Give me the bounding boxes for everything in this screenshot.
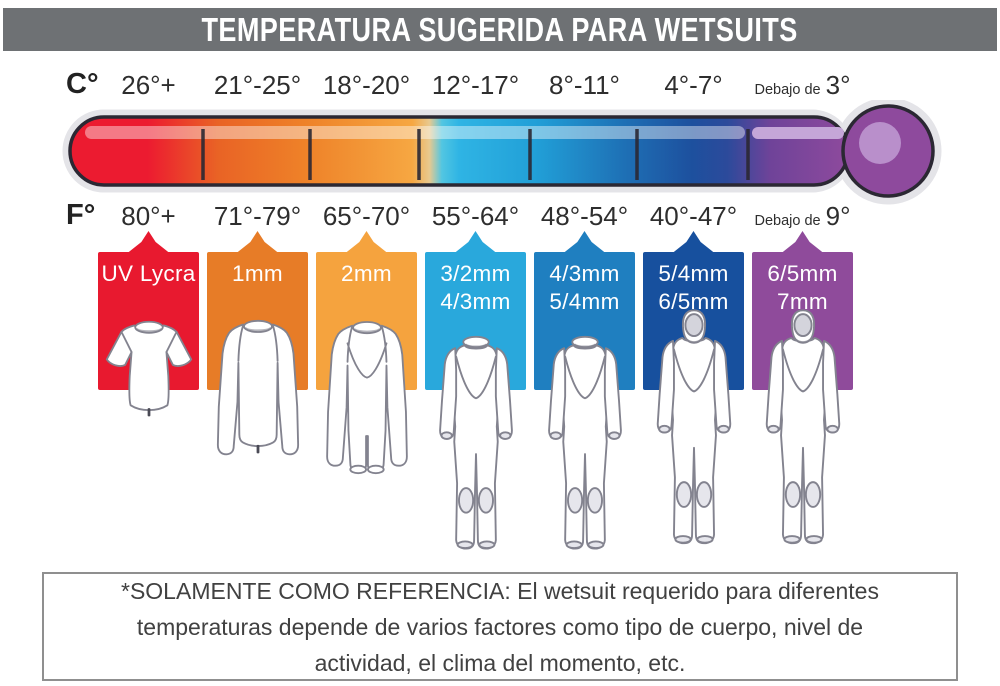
fahrenheit-range-label: 55°-64° [432,201,519,232]
celsius-value-label: 21°-25° [213,70,302,100]
thickness-label: 1mm [207,252,308,288]
tube-highlight-purple [752,127,844,139]
fahrenheit-range-label: Debajo de 9° [755,201,851,232]
celsius-range-label: 18°-20° [323,70,410,101]
celsius-value-label: 3° [825,70,851,100]
note-line: *SOLAMENTE COMO REFERENCIA: El wetsuit r… [121,577,879,604]
temperature-column: 26°+ 80°+ UV Lycra [98,0,199,686]
thickness-line: 2mm [341,261,392,286]
thermometer-icon [62,100,942,205]
block-arrow-icon [563,231,606,253]
block-arrow-icon [781,231,824,253]
full-wetsuit-figure [533,330,637,562]
fahrenheit-range-label: 65°-70° [323,201,410,232]
celsius-prefix-label: Debajo de [754,82,821,98]
thickness-line: 6/5mm [767,261,838,286]
thickness-label: 6/5mm 7mm [752,252,853,316]
celsius-range-label: Debajo de 3° [755,70,851,101]
long-sleeve-top-figure [206,318,309,458]
thickness-block: 3/2mm 4/3mm [425,231,526,390]
fahrenheit-value-label: 65°-70° [322,201,411,231]
temperature-column: 18°-20° 65°-70° 2mm [316,0,417,686]
fahrenheit-range-label: 71°-79° [214,201,301,232]
thickness-line: UV Lycra [101,261,196,286]
tube-highlight [85,126,745,139]
fahrenheit-prefix-label: Debajo de [754,213,821,229]
celsius-range-label: 12°-17° [432,70,519,101]
block-arrow-icon [127,231,170,253]
temperature-column: Debajo de 3° Debajo de 9° 6/5mm 7mm [752,0,853,686]
celsius-value-label: 18°-20° [322,70,411,100]
celsius-value-label: 12°-17° [431,70,520,100]
celsius-range-label: 4°-7° [664,70,722,101]
celsius-scale-symbol: C° [66,68,99,100]
full-wetsuit-figure [424,330,528,562]
thickness-line: 1mm [232,261,283,286]
fahrenheit-range-label: 48°-54° [541,201,628,232]
celsius-range-label: 26°+ [121,70,176,101]
block-arrow-icon [345,231,388,253]
celsius-range-label: 8°-11° [549,70,620,101]
reference-note-box: *SOLAMENTE COMO REFERENCIA: El wetsuit r… [42,572,958,681]
thickness-label: 2mm [316,252,417,288]
fahrenheit-scale-symbol: F° [66,199,96,231]
celsius-value-label: 8°-11° [549,70,620,100]
thickness-line: 5/4mm [549,289,620,314]
fahrenheit-value-label: 48°-54° [540,201,629,231]
title-bar: TEMPERATURA SUGERIDA PARA WETSUITS [3,8,997,51]
celsius-value-label: 26°+ [121,70,176,100]
note-line: actividad, el clima del momento, etc. [314,649,686,676]
page-title: TEMPERATURA SUGERIDA PARA WETSUITS [201,10,799,48]
thickness-line: 5/4mm [658,261,729,286]
thickness-label: 3/2mm 4/3mm [425,252,526,316]
hooded-full-wetsuit-figure [750,308,855,557]
thickness-line: 4/3mm [440,289,511,314]
fahrenheit-range-label: 40°-47° [650,201,737,232]
temperature-column: 21°-25° 71°-79° 1mm [207,0,308,686]
temperature-column: 8°-11° 48°-54° 4/3mm 5/4mm [534,0,635,686]
fahrenheit-value-label: 40°-47° [649,201,738,231]
fahrenheit-value-label: 9° [825,201,851,231]
note-line: temperaturas depende de varios factores … [136,613,864,640]
temperature-column: 12°-17° 55°-64° 3/2mm 4/3mm [425,0,526,686]
shorty-springsuit-figure [316,319,418,491]
thickness-line: 3/2mm [440,261,511,286]
fahrenheit-range-label: 80°+ [121,201,176,232]
thermometer-ticks [201,129,750,180]
block-arrow-icon [454,231,497,253]
thermometer-bulb-highlight [859,122,901,164]
fahrenheit-value-label: 55°-64° [431,201,520,231]
thickness-label: 5/4mm 6/5mm [643,252,744,316]
block-arrow-icon [672,231,715,253]
celsius-range-label: 21°-25° [214,70,301,101]
block-arrow-icon [236,231,279,253]
thickness-label: UV Lycra [98,252,199,288]
short-sleeve-rashguard-figure [98,319,199,420]
fahrenheit-value-label: 80°+ [121,201,176,231]
temperature-column: 4°-7° 40°-47° 5/4mm 6/5mm [643,0,744,686]
thickness-line: 4/3mm [549,261,620,286]
fahrenheit-value-label: 71°-79° [213,201,302,231]
thickness-label: 4/3mm 5/4mm [534,252,635,316]
celsius-value-label: 4°-7° [664,70,723,100]
hooded-full-wetsuit-figure [641,308,746,557]
